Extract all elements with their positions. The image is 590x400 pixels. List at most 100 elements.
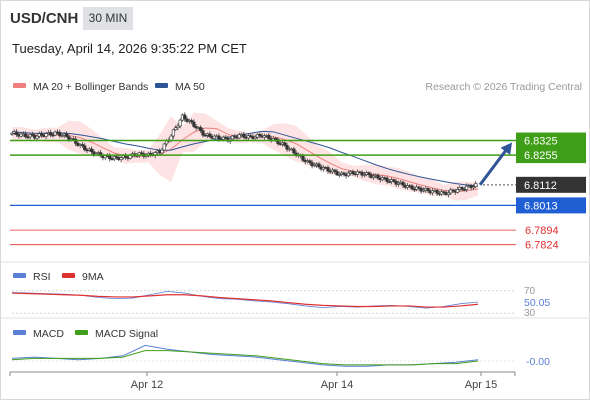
rsi-current-value: 50.05	[524, 297, 550, 309]
candle-up	[455, 189, 460, 193]
candle-up	[371, 175, 376, 178]
candle-down	[301, 155, 305, 161]
candle-up	[174, 127, 178, 131]
candle-down	[462, 189, 466, 191]
candle-up	[178, 119, 182, 127]
candle-up	[160, 149, 164, 154]
pivot-label: 6.8013	[524, 200, 558, 212]
x-axis-labels: Apr 12 Apr 14 Apr 15	[9, 372, 516, 391]
candle-down	[360, 171, 364, 176]
candle-down	[292, 148, 296, 154]
candle-down	[67, 136, 71, 140]
candle-down	[39, 133, 44, 136]
candle-up	[346, 172, 351, 177]
candle-up	[396, 182, 401, 185]
support-label: 6.7894	[525, 225, 559, 237]
rsi-legend-label: RSI	[33, 271, 51, 283]
candle-down	[201, 130, 205, 136]
x-tick-label: Apr 14	[321, 379, 353, 391]
support-label: 6.7824	[525, 240, 559, 252]
resistance-label-box	[516, 147, 586, 164]
candle-down	[242, 133, 246, 138]
candle-down	[308, 160, 312, 163]
candle-down	[83, 145, 87, 151]
candle-down	[283, 142, 287, 146]
macd-panel: -0.00	[11, 344, 550, 368]
candle-down	[410, 185, 414, 190]
ma20-legend-label: MA 20 + Bollinger Bands	[33, 81, 148, 93]
candle-down	[401, 181, 405, 186]
timeframe-button[interactable]: 30 MIN	[83, 7, 133, 30]
candle-down	[435, 189, 439, 194]
candle-down	[426, 188, 430, 192]
chart-datetime: Tuesday, April 14, 2026 9:35:22 PM CET	[12, 41, 247, 56]
candle-down	[351, 171, 355, 175]
candle-up	[212, 135, 216, 139]
macd-signal-legend-swatch	[75, 330, 88, 335]
candle-down	[26, 136, 30, 139]
candle-down	[183, 114, 187, 120]
rsi-legend-swatch	[13, 273, 26, 278]
forecast-arrow-head	[500, 142, 512, 155]
candle-up	[253, 136, 257, 139]
candle-down	[326, 167, 330, 172]
ma50-legend-swatch	[155, 83, 168, 88]
candle-down	[285, 145, 289, 150]
last-price-label: 6.8112	[524, 180, 557, 192]
candle-down	[49, 132, 53, 136]
candle-up	[60, 135, 64, 137]
candle-down	[342, 172, 346, 175]
candle-down	[233, 135, 237, 138]
candle-down	[460, 187, 464, 190]
symbol-label: USD/CNH	[10, 10, 79, 27]
bollinger-band	[12, 112, 478, 201]
candle-down	[317, 163, 321, 168]
macd-legend-swatch	[13, 330, 26, 335]
candle-up	[362, 174, 366, 176]
candle-down	[258, 134, 262, 136]
resistance-label: 6.8255	[524, 150, 558, 162]
candle-up	[44, 133, 48, 137]
candle-down	[276, 139, 280, 144]
candle-up	[471, 186, 476, 189]
candle-down	[99, 152, 103, 157]
candle-up	[176, 125, 180, 128]
candle-down	[80, 144, 85, 147]
candle-down	[392, 179, 396, 182]
candle-down	[417, 186, 421, 189]
macd-legend-label: MACD	[33, 328, 64, 340]
macd-line	[11, 344, 479, 367]
x-tick-label: Apr 12	[131, 379, 163, 391]
candle-up	[446, 192, 451, 195]
candle-down	[335, 171, 339, 176]
candle-up	[119, 157, 123, 160]
candle-down	[108, 155, 112, 160]
research-credit: Research © 2026 Trading Central	[425, 81, 582, 93]
candle-down	[64, 133, 69, 137]
candle-down	[192, 121, 196, 127]
candle-down	[333, 169, 337, 172]
candle-down	[139, 152, 144, 155]
candle-up	[53, 131, 57, 136]
rsi-ma-line	[11, 292, 479, 308]
candle-down	[58, 131, 62, 137]
macd-current-value: -0.00	[526, 356, 550, 368]
candle-down	[274, 137, 278, 140]
price-panel: 6.8325 6.8255 6.8112 6.8013 6.7894 6.7824	[10, 112, 586, 252]
candle-up	[162, 143, 166, 151]
last-price-label-box	[516, 176, 586, 193]
candle-up	[449, 189, 453, 194]
candle-down	[419, 187, 423, 192]
candle-down	[385, 177, 389, 182]
x-tick-label: Apr 15	[465, 379, 497, 391]
candle-down	[249, 135, 253, 137]
candle-down	[367, 172, 371, 176]
pivot-label-box	[516, 197, 586, 214]
macd-signal-legend-label: MACD Signal	[95, 328, 158, 340]
candle-down	[89, 148, 94, 152]
candle-down	[14, 131, 19, 135]
candle-down	[189, 120, 194, 123]
candle-down	[51, 134, 55, 137]
candle-down	[310, 162, 314, 167]
